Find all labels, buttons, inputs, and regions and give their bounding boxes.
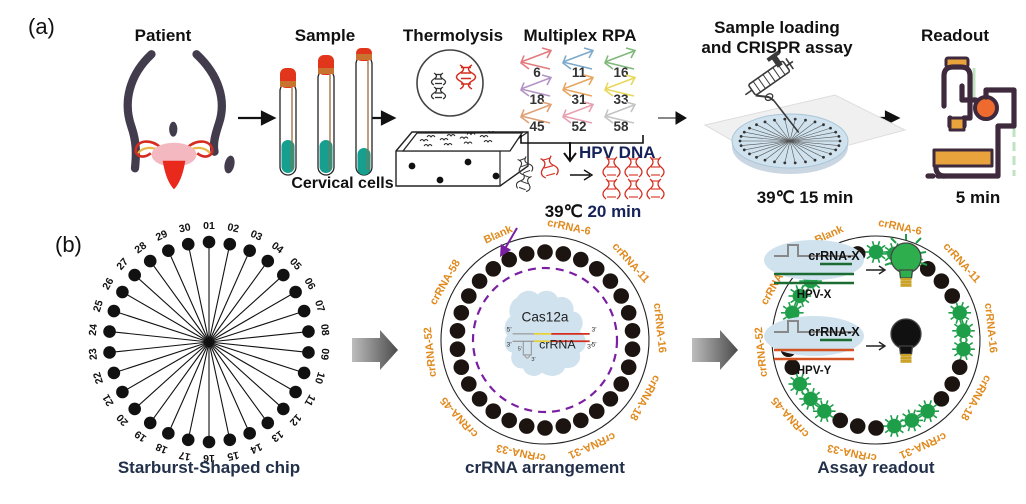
svg-text:29: 29 (154, 228, 170, 244)
svg-text:30: 30 (178, 221, 192, 235)
svg-text:05: 05 (287, 256, 304, 273)
svg-text:crRNA-16: crRNA-16 (982, 302, 999, 353)
svg-text:18: 18 (529, 92, 545, 107)
svg-text:02: 02 (226, 221, 240, 235)
svg-text:3': 3' (587, 344, 592, 351)
svg-text:27: 27 (114, 256, 131, 273)
svg-text:52: 52 (571, 119, 586, 134)
svg-text:33: 33 (613, 92, 629, 107)
svg-text:Blank: Blank (482, 223, 515, 247)
svg-text:03: 03 (248, 228, 264, 244)
svg-text:10: 10 (312, 371, 327, 386)
svg-text:5': 5' (507, 326, 512, 333)
svg-text:Cas12a: Cas12a (522, 309, 569, 324)
svg-text:11: 11 (572, 65, 587, 80)
svg-text:58: 58 (613, 119, 629, 134)
svg-text:04: 04 (269, 240, 286, 257)
svg-text:3': 3' (507, 341, 512, 348)
svg-text:HPV-Y: HPV-Y (797, 365, 832, 377)
svg-text:07: 07 (312, 299, 327, 314)
svg-text:12: 12 (287, 411, 304, 428)
svg-text:6: 6 (533, 65, 541, 80)
svg-text:23: 23 (87, 348, 100, 361)
svg-text:crRNA-31: crRNA-31 (566, 429, 617, 460)
svg-text:crRNA: crRNA (539, 338, 576, 352)
svg-text:crRNA-52: crRNA-52 (422, 326, 439, 377)
svg-text:crRNA-31: crRNA-31 (897, 429, 948, 460)
svg-text:11: 11 (302, 392, 318, 408)
svg-text:3': 3' (592, 326, 597, 333)
svg-text:3': 3' (531, 357, 535, 363)
svg-text:crRNA-X: crRNA-X (808, 249, 860, 263)
svg-text:14: 14 (248, 440, 264, 456)
svg-text:crRNA-X: crRNA-X (808, 325, 860, 339)
svg-text:28: 28 (132, 240, 149, 257)
svg-text:08: 08 (318, 323, 331, 336)
svg-text:20: 20 (114, 411, 131, 428)
svg-text:16: 16 (613, 65, 629, 80)
svg-text:HPV-X: HPV-X (797, 289, 832, 301)
svg-text:5': 5' (518, 347, 522, 353)
svg-text:26: 26 (100, 276, 116, 292)
svg-text:19: 19 (132, 428, 149, 445)
svg-text:13: 13 (269, 428, 286, 445)
svg-text:45: 45 (529, 119, 545, 134)
svg-text:25: 25 (91, 299, 106, 314)
svg-text:09: 09 (318, 348, 331, 361)
svg-text:crRNA-6: crRNA-6 (546, 217, 592, 238)
svg-text:24: 24 (87, 323, 100, 336)
svg-text:01: 01 (203, 220, 215, 232)
svg-text:22: 22 (91, 370, 106, 385)
svg-text:18: 18 (154, 440, 170, 456)
svg-text:crRNA-16: crRNA-16 (651, 302, 668, 353)
svg-text:crRNA-6: crRNA-6 (877, 217, 923, 238)
svg-text:31: 31 (571, 92, 587, 107)
svg-text:5': 5' (592, 341, 597, 348)
svg-text:21: 21 (100, 392, 116, 408)
svg-text:06: 06 (302, 276, 318, 292)
